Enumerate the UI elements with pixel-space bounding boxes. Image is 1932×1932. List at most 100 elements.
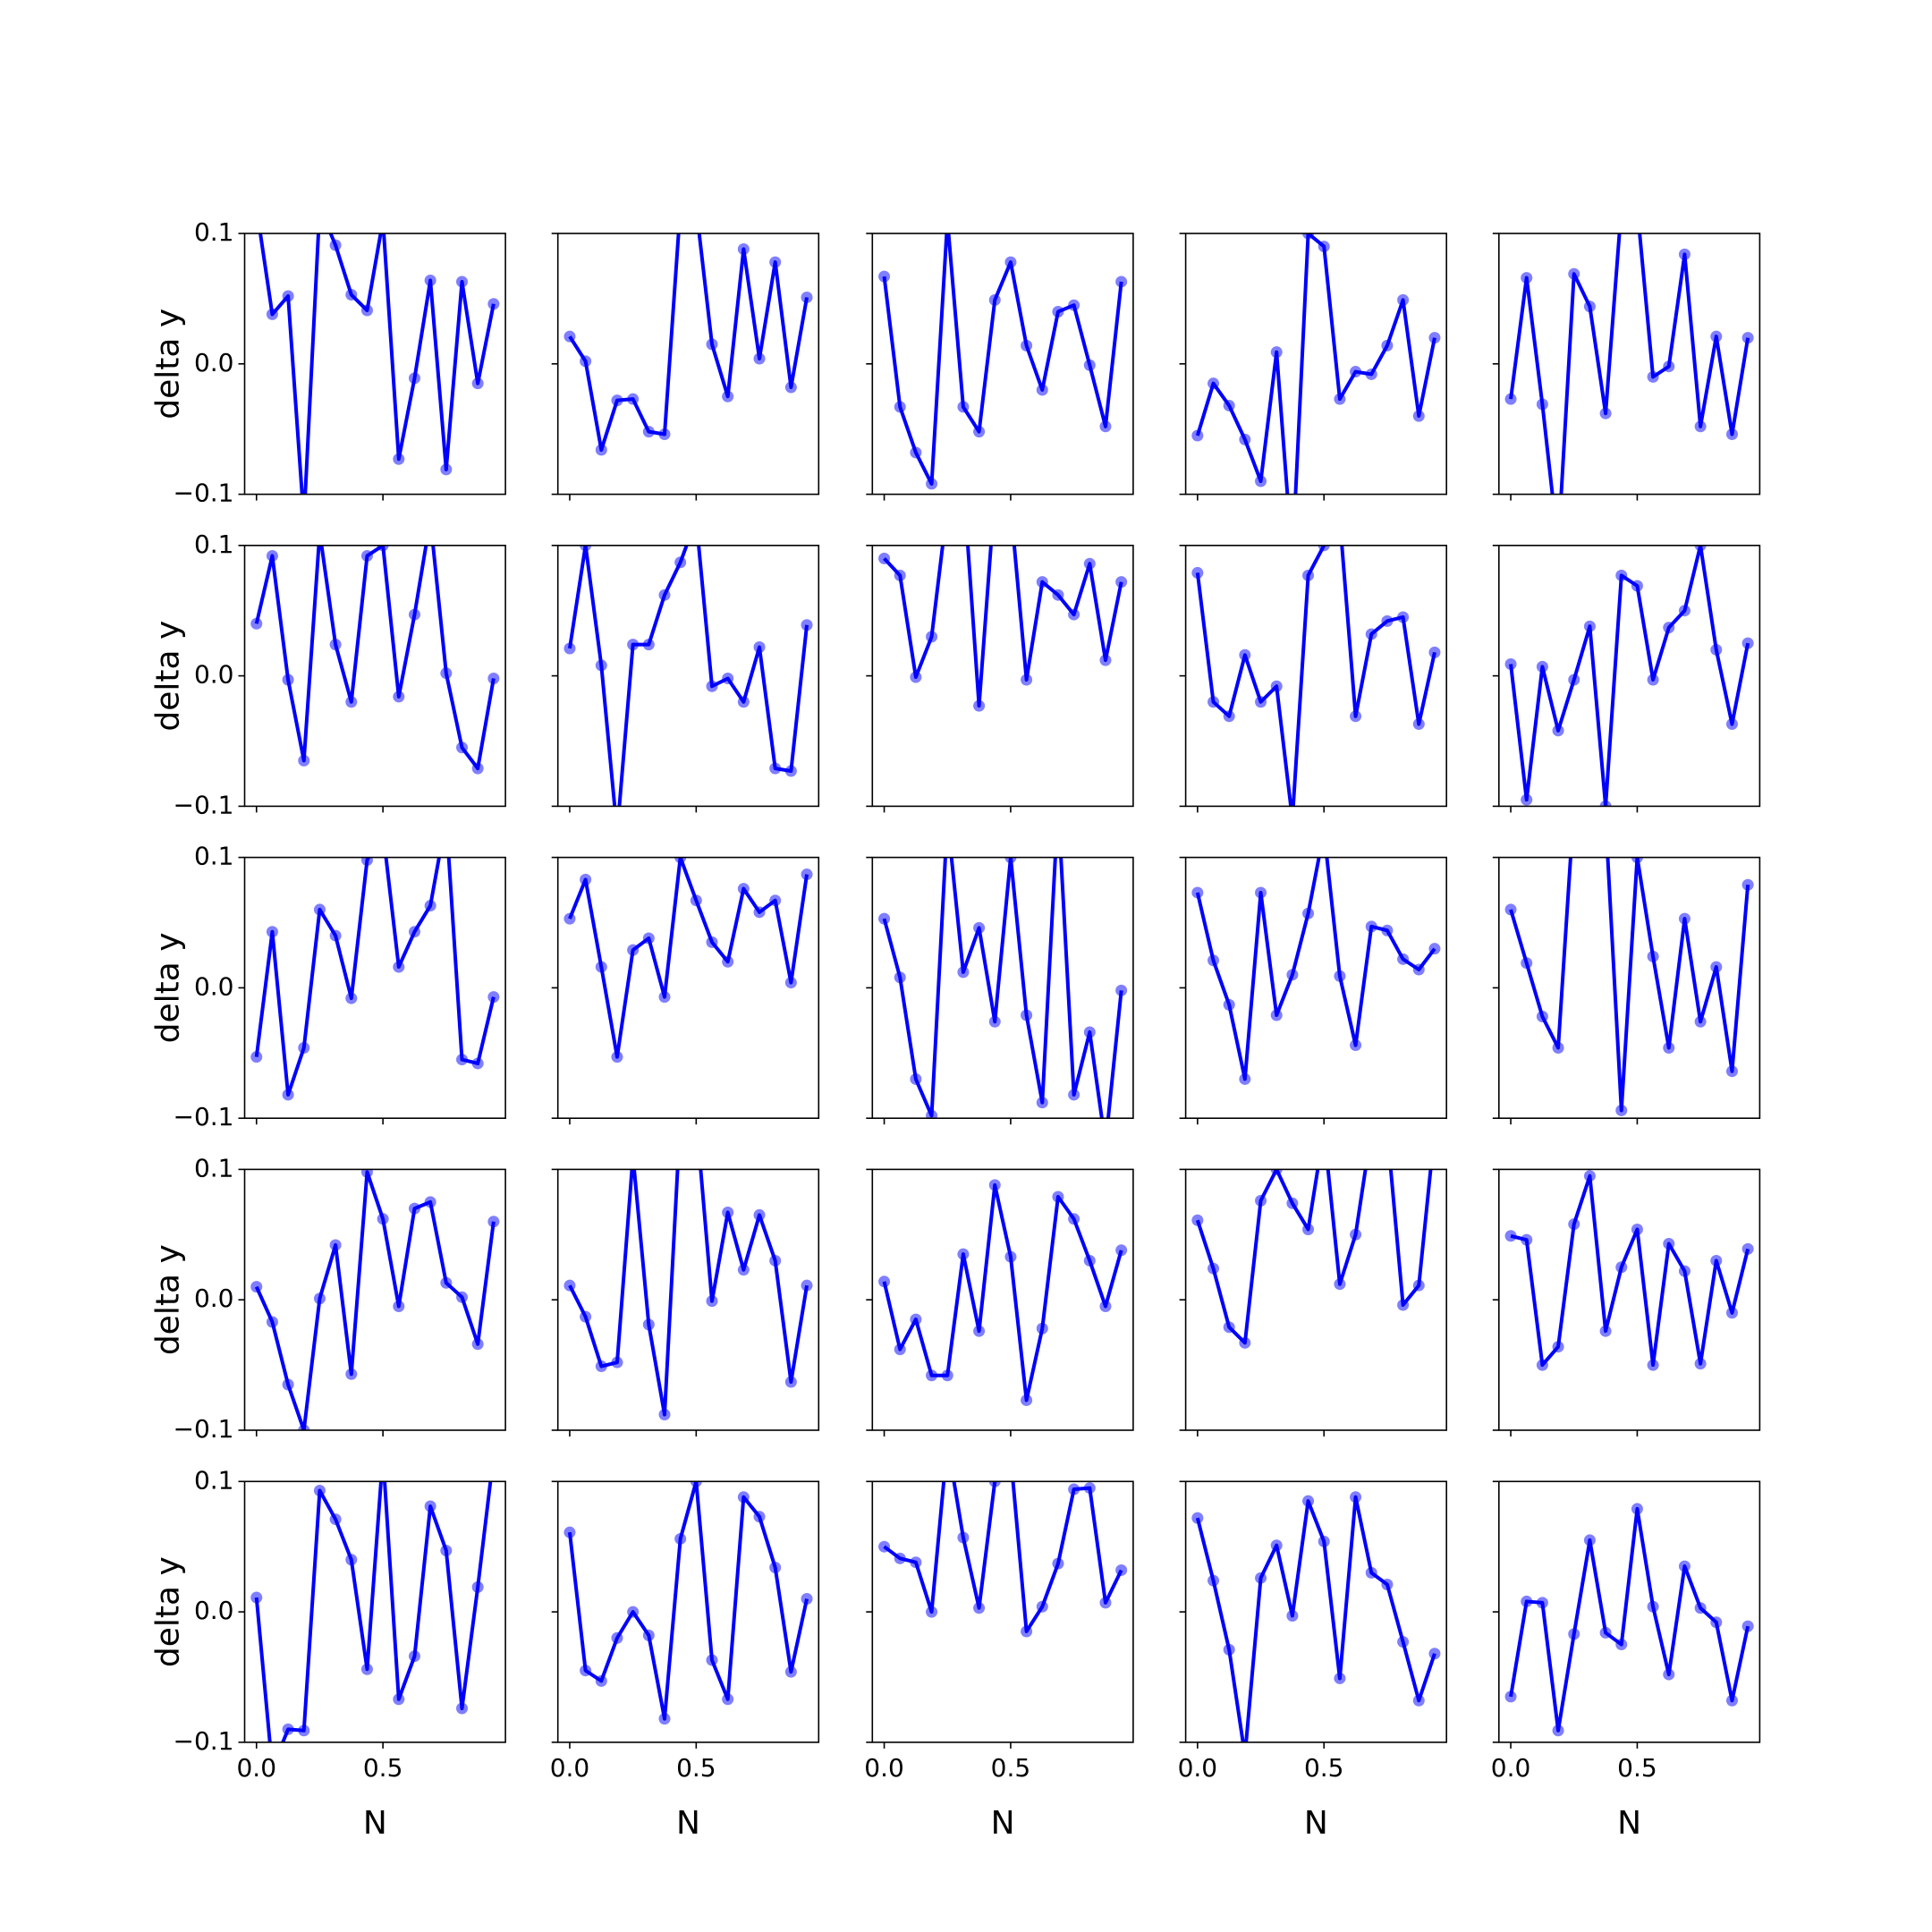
data-point [1302, 1223, 1315, 1235]
data-point [456, 1054, 468, 1066]
data-point [957, 1531, 970, 1544]
axes-frame [556, 1480, 820, 1743]
data-point [1599, 800, 1612, 807]
data-point [691, 201, 702, 213]
plot-area [250, 1481, 493, 1742]
data-point [942, 1436, 953, 1448]
y-tick-label: −0.1 [174, 1102, 234, 1131]
data-point [408, 372, 420, 385]
data-point [250, 1051, 263, 1063]
data-point [1239, 1072, 1251, 1085]
data-point [314, 527, 326, 538]
x-tick-label: 0.0 [1491, 1753, 1531, 1783]
data-point [377, 826, 389, 837]
data-point [627, 1150, 639, 1162]
data-point [1286, 1197, 1299, 1209]
data-point [706, 1295, 718, 1308]
data-point [1428, 1648, 1441, 1660]
data-point [1397, 293, 1410, 306]
data-point [1365, 368, 1377, 380]
data-point [1115, 576, 1128, 589]
data-point [1099, 654, 1112, 666]
data-point [957, 966, 970, 979]
data-point [282, 290, 294, 302]
data-point [250, 201, 262, 213]
data-point [1647, 674, 1659, 686]
data-point [1536, 660, 1548, 673]
data-point [1710, 1616, 1723, 1629]
data-point [1647, 370, 1659, 383]
data-point [1350, 1491, 1362, 1504]
data-point [1552, 1341, 1564, 1353]
data-point [611, 1631, 623, 1644]
data-point [1208, 696, 1220, 708]
data-line [258, 233, 496, 495]
data-point [377, 1213, 389, 1225]
data-point [674, 1112, 686, 1123]
data-point [1694, 1015, 1707, 1028]
data-point [801, 619, 813, 631]
data-point [1223, 1321, 1235, 1334]
data-point [1223, 1643, 1235, 1656]
axes-frame [243, 544, 506, 808]
subplot [1492, 1168, 1761, 1436]
data-point [627, 393, 640, 405]
data-point [1239, 1336, 1251, 1349]
data-point [1036, 1322, 1048, 1335]
data-point [1583, 1534, 1596, 1546]
data-point [1302, 569, 1315, 581]
x-axis-label: N [676, 1805, 700, 1842]
data-point [1725, 1065, 1738, 1078]
data-point [564, 912, 576, 925]
x-tick-label: 0.5 [991, 1753, 1031, 1783]
subplot: −0.1 0.0 0.1 delta y [150, 527, 506, 819]
data-point [878, 912, 891, 925]
plot-area [564, 201, 813, 456]
x-axis-label: N [1617, 1805, 1641, 1842]
axes-frame [1184, 544, 1447, 808]
data-point [1099, 1597, 1112, 1609]
data-point [1381, 1578, 1394, 1590]
data-point [1397, 611, 1410, 623]
data-point [1536, 1359, 1548, 1371]
x-tick-label: 0.0 [550, 1753, 590, 1783]
data-point [298, 1724, 310, 1737]
data-point [1552, 1041, 1564, 1054]
data-point [1631, 857, 1643, 864]
data-point [674, 556, 687, 569]
data-point [1334, 1278, 1346, 1291]
plot-area [1191, 513, 1441, 807]
data-point [580, 545, 592, 552]
plot-area [878, 545, 1128, 712]
data-point [1115, 1244, 1128, 1257]
data-point [691, 513, 702, 525]
data-point [408, 608, 420, 621]
data-point [1647, 1600, 1659, 1613]
axes-frame [556, 544, 820, 808]
data-line [1509, 545, 1750, 807]
data-point [1208, 1262, 1220, 1275]
data-point [1191, 429, 1204, 442]
data-point [926, 1109, 938, 1119]
data-line [1195, 1495, 1436, 1742]
data-point [1599, 1325, 1612, 1337]
data-point [737, 1264, 750, 1276]
data-point [658, 1409, 671, 1421]
data-point [564, 330, 576, 343]
data-point [1318, 241, 1330, 253]
data-point [298, 514, 309, 526]
data-point [424, 900, 436, 912]
data-point [1741, 878, 1754, 891]
data-point [1631, 201, 1643, 213]
data-line [254, 545, 496, 771]
y-tick-label: 0.1 [194, 842, 234, 871]
data-point [1694, 545, 1707, 552]
data-point [393, 453, 405, 465]
data-point [471, 1580, 484, 1593]
axes-frame [1184, 1480, 1447, 1743]
x-tick-label: 0.0 [236, 1753, 276, 1783]
data-point [487, 991, 500, 1004]
x-tick-label: 0.5 [1617, 1753, 1657, 1783]
data-point [329, 1239, 342, 1251]
data-point [1334, 513, 1345, 525]
